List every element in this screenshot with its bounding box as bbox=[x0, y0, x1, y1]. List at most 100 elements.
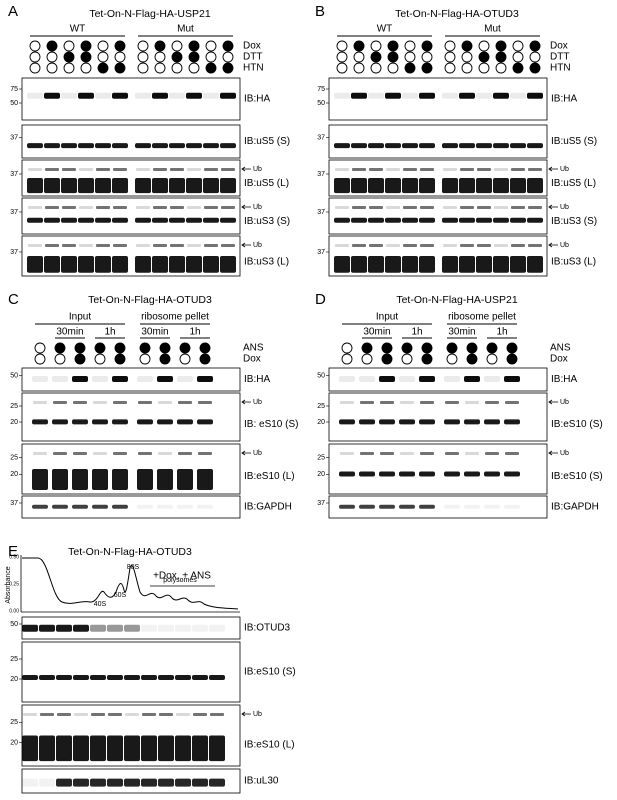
ub-label: Ub bbox=[560, 242, 569, 249]
band bbox=[186, 217, 202, 223]
ub-label: Ub bbox=[253, 399, 262, 406]
band bbox=[445, 452, 459, 455]
band bbox=[359, 504, 375, 509]
band bbox=[112, 217, 128, 223]
band bbox=[170, 168, 184, 171]
band bbox=[27, 92, 43, 99]
blot-label: IB:eS10 (S) bbox=[244, 667, 296, 678]
band bbox=[33, 452, 47, 455]
ub-label: Ub bbox=[560, 204, 569, 211]
blot-frame bbox=[328, 367, 548, 392]
band bbox=[108, 713, 122, 716]
condition-circle bbox=[361, 342, 373, 354]
band bbox=[62, 168, 76, 171]
band bbox=[527, 143, 543, 149]
condition-circle bbox=[179, 342, 191, 354]
marker-label: 25 bbox=[317, 455, 325, 462]
band bbox=[464, 471, 480, 477]
blot-label: IB:uS3 (L) bbox=[551, 257, 596, 268]
condition-circle bbox=[29, 40, 41, 52]
band bbox=[107, 778, 123, 787]
band bbox=[442, 217, 458, 223]
condition-circle bbox=[159, 342, 171, 354]
band bbox=[158, 401, 172, 404]
band bbox=[186, 256, 202, 273]
condition-circle bbox=[341, 353, 353, 365]
marker-label: 37 bbox=[317, 134, 325, 141]
band bbox=[124, 735, 140, 762]
band bbox=[419, 178, 435, 194]
band bbox=[203, 217, 219, 223]
condition-circle bbox=[353, 40, 365, 52]
condition-label: Dox bbox=[550, 354, 568, 365]
blot-label: IB:OTUD3 bbox=[244, 623, 291, 634]
condition-label: HTN bbox=[550, 63, 571, 74]
blot-frame bbox=[328, 495, 548, 519]
ub-arrow bbox=[548, 204, 558, 210]
band bbox=[28, 168, 42, 171]
condition-circle bbox=[171, 62, 183, 74]
band bbox=[386, 206, 400, 209]
condition-circle bbox=[222, 62, 234, 74]
condition-circle bbox=[29, 62, 41, 74]
condition-label: DTT bbox=[550, 52, 569, 63]
band bbox=[335, 206, 349, 209]
band bbox=[351, 256, 367, 273]
band bbox=[203, 143, 219, 149]
band bbox=[61, 143, 77, 149]
band bbox=[33, 401, 47, 404]
blot-frame bbox=[21, 392, 241, 442]
band bbox=[135, 92, 151, 99]
band bbox=[112, 469, 128, 490]
band bbox=[493, 256, 509, 273]
band bbox=[96, 244, 110, 247]
condition-circle bbox=[159, 353, 171, 365]
condition-circle bbox=[46, 40, 58, 52]
band bbox=[53, 401, 67, 404]
condition-circle bbox=[205, 62, 217, 74]
band bbox=[186, 92, 202, 99]
band bbox=[186, 178, 202, 194]
band bbox=[504, 376, 520, 383]
condition-circle bbox=[353, 51, 365, 63]
group-label: WT bbox=[70, 24, 86, 35]
subgroup-label: 30min bbox=[141, 327, 168, 338]
condition-circle bbox=[461, 40, 473, 52]
band bbox=[484, 471, 500, 477]
band bbox=[52, 504, 68, 509]
band bbox=[476, 143, 492, 149]
condition-circle bbox=[114, 62, 126, 74]
band bbox=[169, 92, 185, 99]
marker-label: 37 bbox=[317, 500, 325, 507]
band bbox=[203, 92, 219, 99]
band bbox=[527, 217, 543, 223]
band bbox=[527, 256, 543, 273]
condition-circle bbox=[466, 342, 478, 354]
marker-label: 37 bbox=[317, 171, 325, 178]
band bbox=[198, 452, 212, 455]
band bbox=[443, 244, 457, 247]
band bbox=[504, 504, 520, 509]
band bbox=[135, 217, 151, 223]
band bbox=[419, 504, 435, 509]
band bbox=[334, 92, 350, 99]
band bbox=[197, 504, 213, 509]
band bbox=[141, 778, 157, 787]
band bbox=[153, 244, 167, 247]
condition-circle bbox=[34, 353, 46, 365]
condition-circle bbox=[370, 62, 382, 74]
band bbox=[90, 735, 106, 762]
blot-label: IB:uS3 (S) bbox=[244, 216, 290, 227]
band bbox=[90, 778, 106, 787]
band bbox=[159, 713, 173, 716]
band bbox=[203, 256, 219, 273]
ub-arrow bbox=[241, 399, 251, 405]
subgroup-label: 1h bbox=[496, 327, 507, 338]
band bbox=[177, 469, 193, 490]
band bbox=[44, 143, 60, 149]
band bbox=[493, 92, 509, 99]
panel: D Tet-On-N-Flag-HA-USP21 Input 30min 1h ribos… bbox=[315, 291, 603, 519]
band bbox=[169, 217, 185, 223]
band bbox=[465, 401, 479, 404]
band bbox=[221, 244, 235, 247]
